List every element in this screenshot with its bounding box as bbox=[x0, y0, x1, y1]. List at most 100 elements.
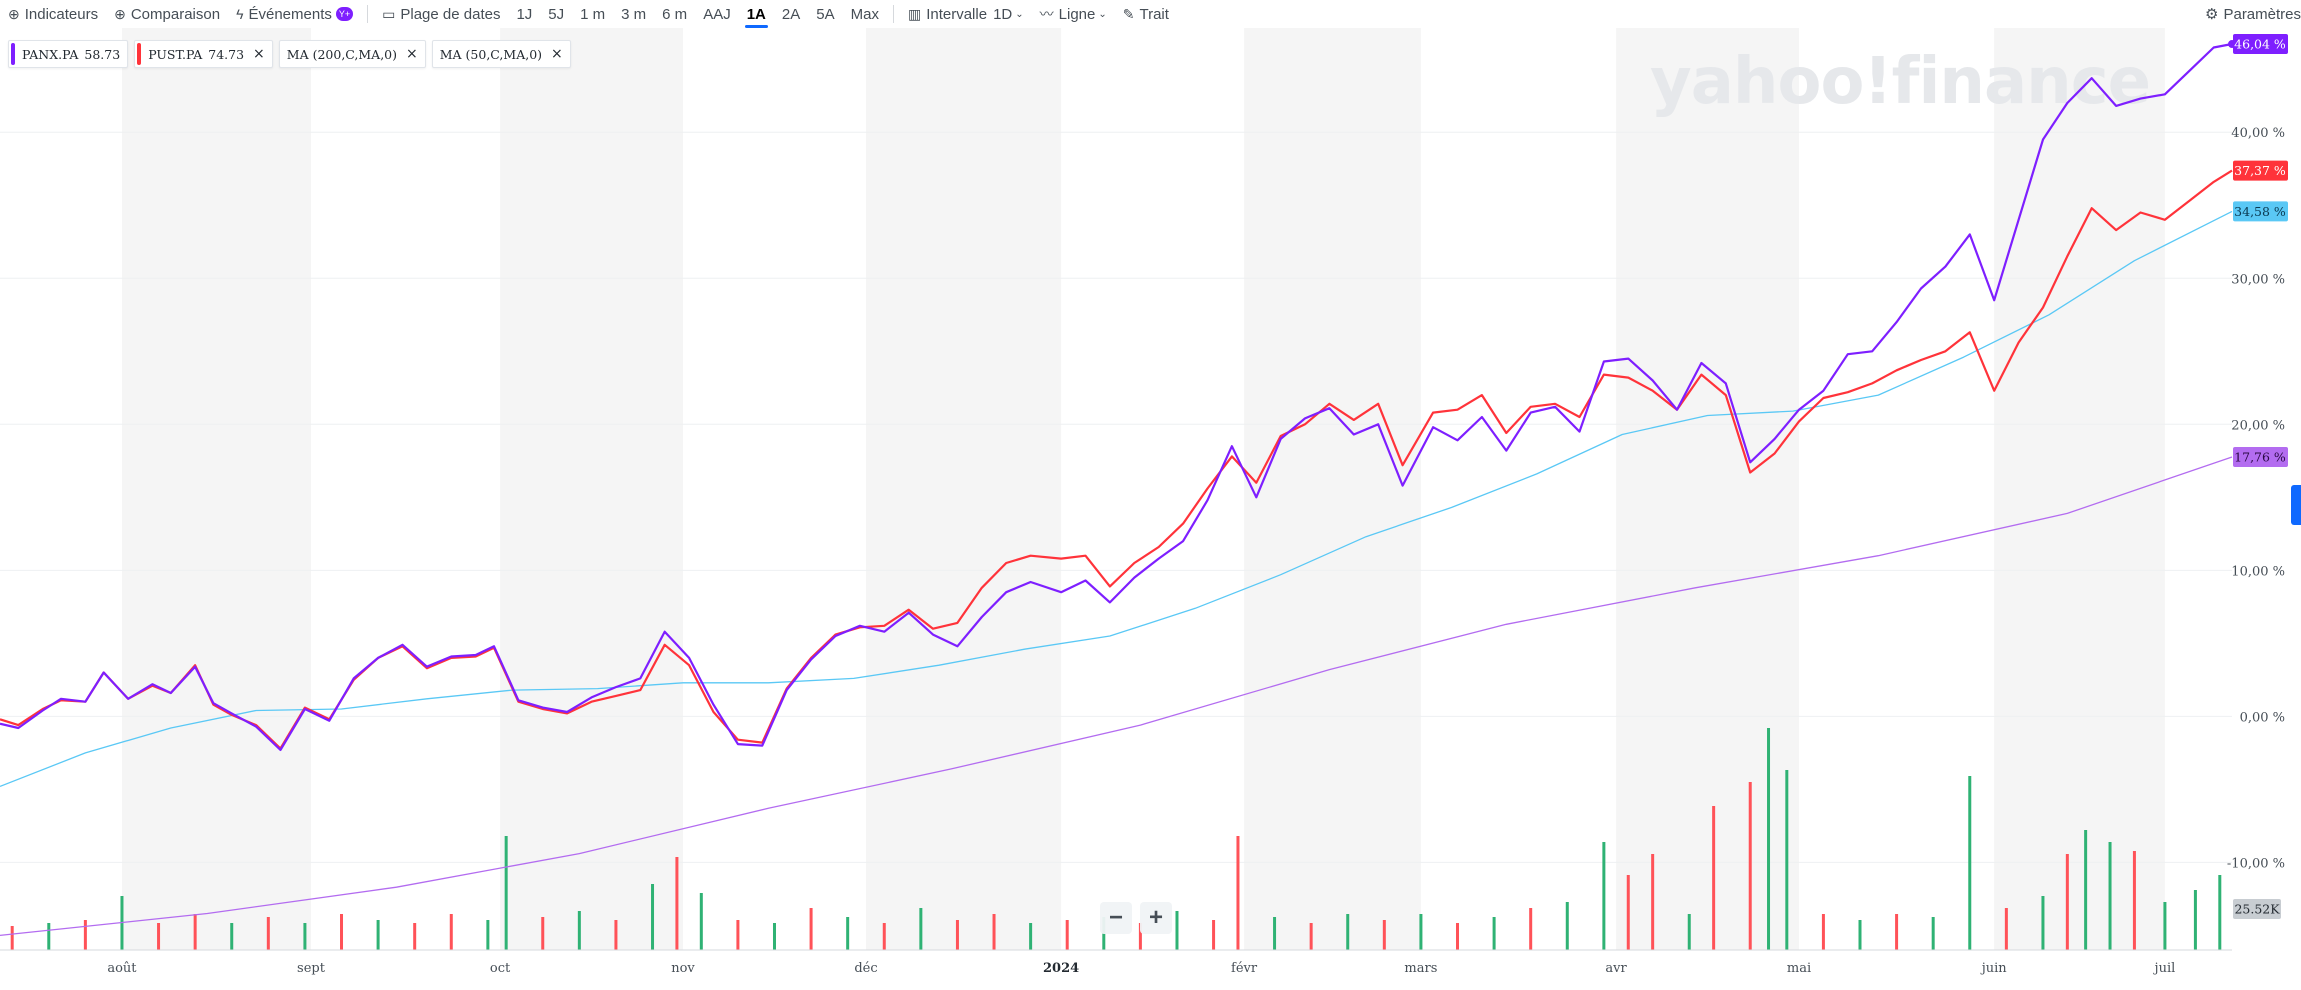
volume-bar bbox=[2108, 842, 2112, 950]
volume-bar bbox=[651, 884, 655, 950]
series-line-pust-pa bbox=[0, 169, 2233, 750]
volume-bar bbox=[1175, 911, 1179, 950]
volume-bar bbox=[1858, 920, 1862, 950]
x-tick-label: déc bbox=[854, 961, 877, 976]
events-button[interactable]: ϟ Événements Y+ bbox=[228, 0, 361, 28]
gear-icon: ⚙ bbox=[2205, 6, 2219, 23]
interval-button[interactable]: ▥ Intervalle 1D ⌄ bbox=[900, 0, 1032, 28]
zoom-out-button[interactable]: − bbox=[1100, 902, 1132, 934]
volume-bar bbox=[699, 893, 703, 950]
x-tick-label: nov bbox=[671, 961, 695, 976]
series-line-panx-pa bbox=[0, 42, 2233, 751]
grid-lines bbox=[0, 131, 2232, 863]
indicators-button[interactable]: ⊕ Indicateurs bbox=[0, 0, 106, 28]
y-tick-label: 0,00 % bbox=[2240, 710, 2285, 725]
settings-label: Paramètres bbox=[2223, 5, 2301, 23]
range-tab-max[interactable]: Max bbox=[850, 5, 879, 23]
volume-bar bbox=[809, 908, 813, 950]
volume-bar bbox=[2193, 890, 2197, 950]
legend-chip[interactable]: PUST.PA 74.73 × bbox=[134, 40, 273, 68]
close-icon[interactable]: × bbox=[253, 46, 265, 62]
volume-bar bbox=[1895, 914, 1899, 950]
range-tab-1j[interactable]: 1J bbox=[516, 5, 533, 23]
legend-chip[interactable]: PANX.PA 58.73 bbox=[8, 40, 129, 68]
x-tick-label: oct bbox=[490, 961, 511, 976]
range-tab-3m[interactable]: 3 m bbox=[621, 5, 647, 23]
range-tab-2a[interactable]: 2A bbox=[781, 5, 801, 23]
legend-chip[interactable]: MA (200,C,MA,0) × bbox=[278, 40, 426, 68]
yahoo-finance-watermark: yahoo!finance bbox=[1650, 45, 2150, 119]
last-value-label: 37,37 % bbox=[2234, 163, 2286, 178]
y-tick-label: 30,00 % bbox=[2231, 272, 2285, 287]
date-range-button[interactable]: ▭ Plage de dates bbox=[374, 0, 508, 28]
draw-label: Trait bbox=[1139, 5, 1169, 23]
events-badge: Y+ bbox=[335, 7, 354, 21]
date-range-label: Plage de dates bbox=[400, 5, 501, 23]
volume-bar bbox=[1236, 836, 1240, 950]
y-tick-label: 40,00 % bbox=[2231, 126, 2285, 141]
events-label: Événements bbox=[248, 5, 332, 23]
legend-label: PUST.PA bbox=[148, 46, 203, 62]
month-band bbox=[500, 28, 684, 950]
month-band bbox=[1616, 28, 1800, 950]
month-bands bbox=[121, 28, 2165, 950]
volume-bar bbox=[157, 923, 161, 950]
range-tab-5a[interactable]: 5A bbox=[816, 5, 835, 23]
volume-bar bbox=[340, 914, 344, 950]
lightning-icon: ϟ bbox=[236, 6, 244, 22]
range-tab-1m[interactable]: 1 m bbox=[580, 5, 606, 23]
line-type-label: Ligne bbox=[1058, 5, 1096, 23]
month-band bbox=[121, 28, 312, 950]
volume-bar bbox=[1065, 920, 1069, 950]
last-value-labels: 46,04 % 37,37 % 34,58 % 17,76 % 25.52K bbox=[2233, 34, 2288, 919]
volume-bar bbox=[736, 920, 740, 950]
legend-value: 58.73 bbox=[84, 46, 121, 62]
last-value-badge bbox=[2233, 34, 2288, 55]
series-line-ma-50-c-ma-0 bbox=[0, 210, 2233, 788]
volume-bar bbox=[2004, 908, 2008, 950]
x-tick-label: mars bbox=[1404, 961, 1437, 976]
chevron-down-icon: ⌄ bbox=[1098, 8, 1107, 20]
range-tab-6m[interactable]: 6 m bbox=[662, 5, 688, 23]
volume-bar bbox=[486, 920, 490, 950]
legend-chip[interactable]: MA (50,C,MA,0) × bbox=[431, 40, 571, 68]
comparison-button[interactable]: ⊕ Comparaison bbox=[106, 0, 228, 28]
range-tab-1a[interactable]: 1A bbox=[739, 0, 774, 28]
settings-button[interactable]: ⚙ Paramètres bbox=[2205, 0, 2301, 28]
y-tick-label: -10,00 % bbox=[2227, 856, 2285, 871]
volume-bar bbox=[541, 917, 545, 950]
indicators-label: Indicateurs bbox=[24, 5, 99, 23]
calendar-icon: ▭ bbox=[382, 5, 396, 22]
month-band bbox=[1994, 28, 2165, 950]
series-line-ma-200-c-ma-0 bbox=[0, 456, 2233, 937]
volume-badge bbox=[2233, 899, 2281, 919]
volume-bar bbox=[2163, 902, 2167, 950]
draw-button[interactable]: ✎ Trait bbox=[1115, 0, 1177, 28]
legend-label: PANX.PA bbox=[22, 46, 79, 62]
volume-bar bbox=[1138, 923, 1142, 950]
line-type-button[interactable]: 〰 Ligne ⌄ bbox=[1032, 0, 1115, 28]
volume-bar bbox=[2065, 854, 2069, 950]
pencil-icon: ✎ bbox=[1122, 5, 1135, 22]
month-band bbox=[1244, 28, 1421, 950]
volume-bar bbox=[47, 923, 51, 950]
volume-bar bbox=[992, 914, 996, 950]
volume-bar bbox=[1748, 782, 1752, 950]
zoom-in-button[interactable]: + bbox=[1140, 902, 1172, 934]
close-icon[interactable]: × bbox=[406, 46, 418, 62]
side-panel-tab[interactable] bbox=[2291, 485, 2301, 525]
volume-bar bbox=[1651, 854, 1655, 950]
volume-bar bbox=[1212, 920, 1216, 950]
x-tick-label: août bbox=[107, 961, 137, 976]
volume-last-label: 25.52K bbox=[2234, 902, 2280, 917]
volume-bar bbox=[504, 836, 508, 950]
range-tab-aaj[interactable]: AAJ bbox=[703, 5, 731, 23]
close-icon[interactable]: × bbox=[551, 46, 563, 62]
chevron-down-icon: ⌄ bbox=[1015, 8, 1024, 20]
volume-bar bbox=[1382, 920, 1386, 950]
x-tick-label: févr bbox=[1231, 961, 1258, 976]
volume-bar bbox=[955, 920, 959, 950]
range-tab-5j[interactable]: 5J bbox=[548, 5, 565, 23]
legend-color-swatch bbox=[137, 43, 142, 65]
